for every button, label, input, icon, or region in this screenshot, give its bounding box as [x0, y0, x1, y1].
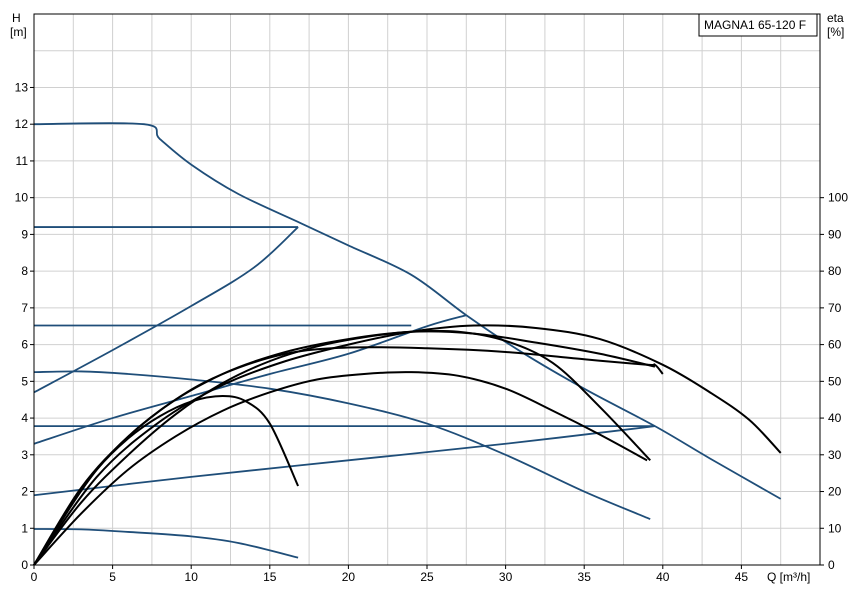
- pump-curve-7: [33, 370, 651, 520]
- y-tick-label: 1: [21, 521, 28, 535]
- y-tick-label: 2: [21, 485, 28, 499]
- chart-title: MAGNA1 65-120 F: [704, 18, 806, 32]
- y-tick-label: 10: [15, 191, 29, 205]
- title-box: [698, 13, 818, 37]
- y2-tick-label: 20: [828, 485, 842, 499]
- y2-tick-label: 10: [828, 521, 842, 535]
- y2-tick-label: 0: [828, 558, 835, 572]
- y2-tick-label: 100: [828, 191, 848, 205]
- y2-tick-label: 60: [828, 338, 842, 352]
- y-tick-label: 0: [21, 558, 28, 572]
- y-tick-label: 3: [21, 448, 28, 462]
- y-tick-label: 12: [15, 117, 29, 131]
- x-tick-label: 15: [263, 570, 277, 584]
- y2-tick-label: 70: [828, 301, 842, 315]
- y2-tick-label: 90: [828, 227, 842, 241]
- y-tick-label: 11: [16, 154, 29, 168]
- y-tick-label: 4: [21, 411, 28, 425]
- x-tick-label: 30: [499, 570, 513, 584]
- series-layer: [33, 122, 782, 566]
- tick-labels: 0 5 10 15 20 25 30 35 40 450123456789101112130102…: [15, 80, 849, 584]
- y-right-label-unit: [%]: [827, 25, 844, 39]
- x-tick-label: 40: [656, 570, 670, 584]
- y-tick-label: 9: [21, 227, 28, 241]
- x-tick-label: 0: [31, 570, 38, 584]
- pump-curve-5: [33, 314, 467, 445]
- x-axis-label: Q [m³/h]: [767, 570, 810, 584]
- x-tick-label: 5: [109, 570, 116, 584]
- y2-tick-label: 40: [828, 411, 842, 425]
- y-tick-label: 8: [21, 264, 28, 278]
- efficiency-curve-12: [33, 324, 782, 566]
- y-left-label-symbol: H: [12, 11, 21, 25]
- y2-tick-label: 30: [828, 448, 842, 462]
- efficiency-curve-14: [33, 330, 656, 566]
- pump-curve-4: [33, 226, 299, 394]
- x-tick-label: 35: [578, 570, 592, 584]
- y2-tick-label: 80: [828, 264, 842, 278]
- efficiency-curve-10: [33, 371, 648, 566]
- x-tick-label: 45: [735, 570, 749, 584]
- y-tick-label: 6: [21, 338, 28, 352]
- x-tick-label: 20: [342, 570, 356, 584]
- y-tick-label: 7: [21, 301, 28, 315]
- pump-curve-6: [33, 425, 656, 497]
- y-tick-label: 5: [21, 374, 28, 388]
- y-right-label-symbol: eta: [827, 11, 844, 25]
- y2-tick-label: 50: [828, 374, 842, 388]
- x-tick-label: 25: [420, 570, 434, 584]
- x-tick-label: 10: [185, 570, 199, 584]
- grid: [33, 13, 821, 566]
- y-left-label-unit: [m]: [10, 25, 27, 39]
- y-tick-label: 13: [15, 80, 29, 94]
- pump-curve-8: [33, 528, 299, 559]
- pump-curve-0: [33, 122, 782, 500]
